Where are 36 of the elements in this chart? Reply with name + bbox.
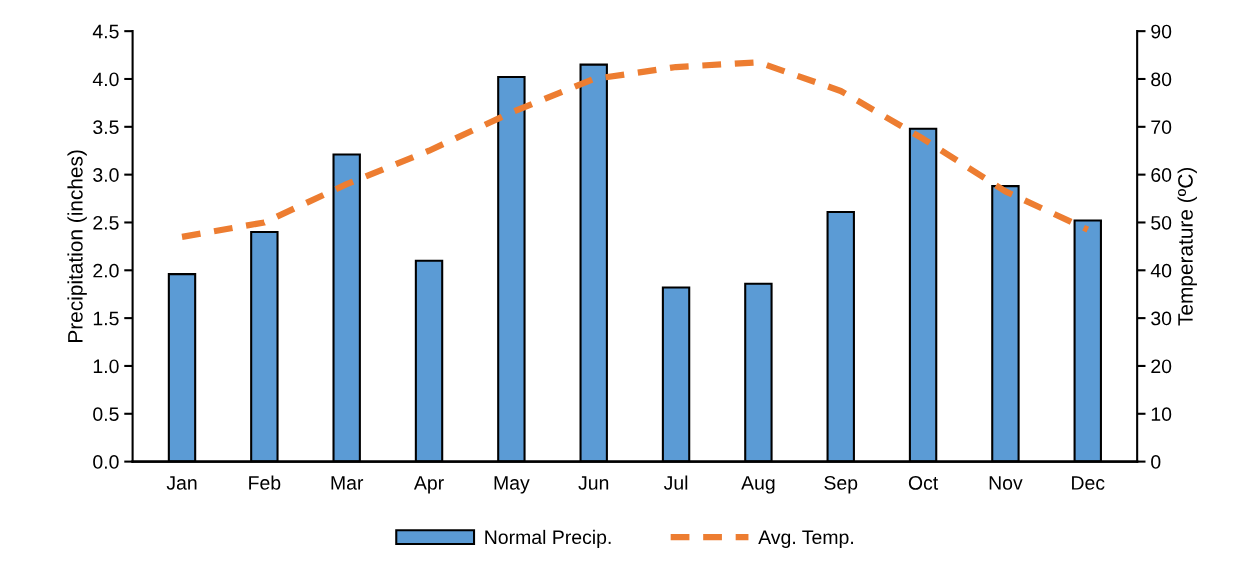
y-tick-label: 3.0 [93,168,119,182]
y2-tick-label: 80 [1151,72,1172,87]
y2-tick-label: 30 [1151,311,1172,326]
y-tick-label: 1.0 [93,359,119,374]
x-tick-label: Dec [1072,476,1105,490]
y2-tick-label: 20 [1151,359,1172,374]
y2-tick-label: 0 [1151,455,1161,469]
x-tick-label: May [494,476,530,494]
y-tick-label: 1.5 [93,311,119,326]
x-tick-label: Apr [413,476,444,494]
legend-label: Normal Precip. [485,529,611,548]
y-axis-title: Precipitation (inches) [67,150,87,342]
y-tick-label: 2.0 [93,263,119,278]
y2-tick-label: 40 [1150,263,1172,278]
x-tick-label: Aug [741,476,775,494]
y2-tick-label: 10 [1151,407,1172,422]
y2-tick-label: 50 [1151,215,1172,230]
x-tick-label: Jun [578,476,609,490]
x-tick-label: Nov [989,476,1023,490]
y-tick-label: 3.5 [93,120,119,135]
y2-tick-label: 70 [1151,120,1172,135]
x-tick-label: Jul [663,475,688,490]
y-tick-label: 4.0 [92,72,119,87]
x-tick-label: Jan [166,476,197,490]
x-tick-label: Sep [824,476,858,494]
x-tick-label: Feb [249,475,281,490]
y-tick-label: 0.0 [93,455,119,469]
y2-tick-label: 60 [1151,168,1172,182]
legend-label: Avg. Temp. [758,530,853,548]
y-tick-label: 0.5 [93,407,119,422]
x-tick-label: Mar [331,476,364,490]
y-tick-label: 4.5 [92,24,119,39]
y-tick-label: 2.5 [93,215,119,230]
y2-tick-label: 90 [1151,24,1172,39]
x-tick-label: Oct [908,476,939,490]
y2-axis-title: Temperature (ºC) [1177,168,1197,326]
